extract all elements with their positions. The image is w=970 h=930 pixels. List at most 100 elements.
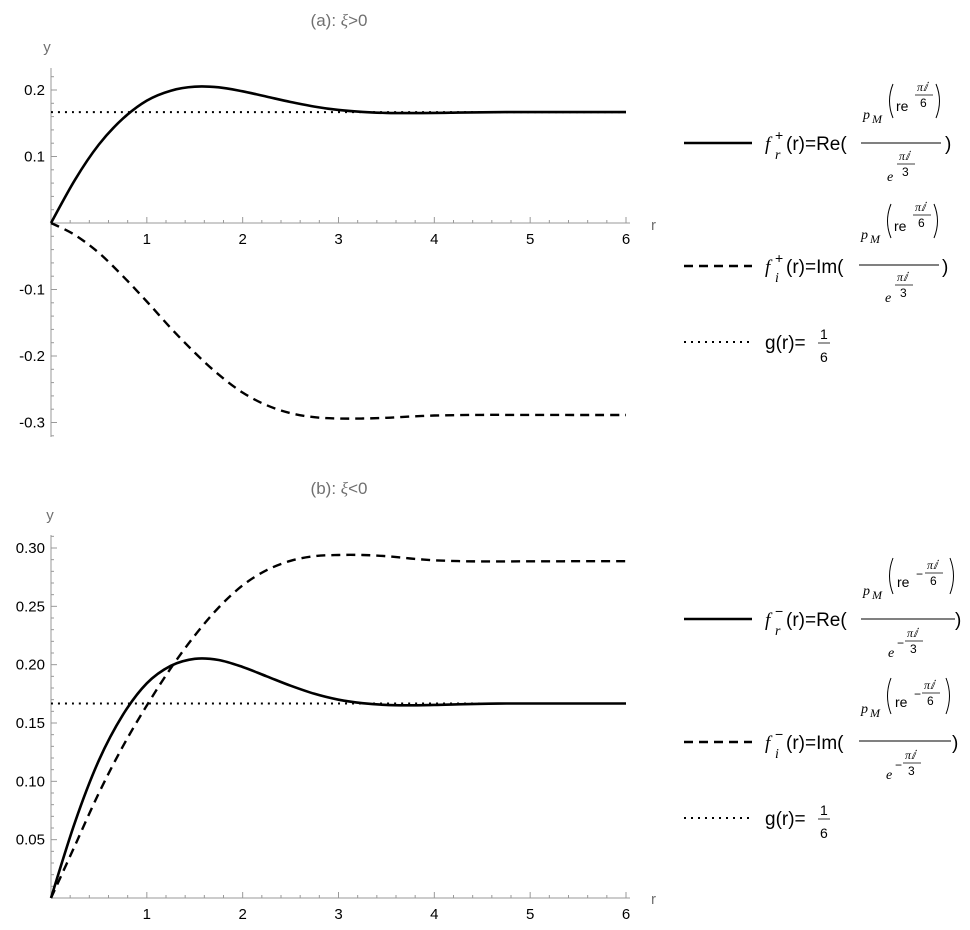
x-tick-label: 4	[430, 906, 438, 923]
legend-den-exp-sign: −	[895, 758, 902, 772]
legend-entry-g-b: g(r)= 1 6	[684, 802, 830, 841]
y-tick-label: 0.10	[16, 773, 45, 790]
y-tick-label: -0.1	[19, 282, 45, 299]
x-tick-label: 4	[430, 231, 438, 248]
y-tick-label: 0.25	[16, 598, 45, 615]
y-tick-label: -0.3	[19, 415, 45, 432]
x-tick-label: 1	[143, 906, 151, 923]
legend-num-re: re	[896, 98, 909, 114]
legend-num-exp-den: 6	[927, 694, 934, 708]
legend-num-exp-den: 6	[918, 216, 925, 230]
legend-den-exp-den: 3	[900, 286, 907, 300]
panel-b-series	[49, 553, 626, 899]
x-tick-label: 6	[622, 906, 630, 923]
legend-num-p-sub: M	[871, 112, 883, 126]
legend-num-p-sub: M	[869, 706, 881, 720]
legend-num-p: p	[862, 584, 870, 599]
legend-paren	[889, 557, 954, 595]
panel-a-series	[49, 85, 626, 420]
panel-a-y-axis-label: y	[43, 39, 51, 56]
legend-sup: −	[775, 603, 783, 619]
legend-g-num: 1	[820, 326, 828, 342]
legend-label-g: g(r)=	[765, 333, 806, 354]
legend-close: )	[952, 733, 958, 754]
legend-num-re: re	[895, 694, 908, 710]
legend-paren	[887, 203, 938, 239]
panel-b-ticks: 1 2 3 4 5 6 0.05 0.10 0.15 0.20 0.25 0.30	[16, 535, 630, 923]
legend-num-p: p	[862, 108, 870, 123]
legend-num-p: p	[860, 228, 868, 243]
x-tick-label: 5	[526, 906, 534, 923]
legend-num-exp-sign: −	[914, 687, 921, 701]
panel-a-axes	[50, 68, 630, 437]
legend-num-p: p	[860, 702, 868, 717]
panel-a-title: (a): ξ>0	[311, 11, 368, 30]
panel-b-axes	[50, 535, 630, 899]
x-tick-label: 3	[334, 906, 342, 923]
legend-sub: i	[775, 271, 779, 286]
legend-g-num: 1	[820, 802, 828, 818]
legend-close: )	[945, 134, 951, 155]
legend-entry-g-a: g(r)= 1 6	[684, 326, 830, 365]
legend-den-exp-pi: πⅈ	[905, 748, 918, 762]
legend-den-exp-pi: πⅈ	[899, 149, 912, 163]
legend-num-re: re	[897, 574, 910, 590]
panel-b: (b): ξ<0 y r 1 2 3 4 5 6 0.05 0.10 0.15 0.20 0.25 0…	[16, 479, 962, 923]
legend-lhs: (r)=Re(	[786, 610, 847, 631]
legend-entry-f-i-minus: f i − (r)=Im( p M re − πⅈ 6 e − πⅈ 3 )	[684, 677, 958, 783]
legend-den-exp-den: 3	[908, 764, 915, 778]
panel-a-x-axis-label: r	[651, 217, 656, 234]
legend-entry-f-i-plus: f i + (r)=Im( p M re πⅈ 6 e πⅈ 3 )	[684, 200, 948, 306]
legend-num-re: re	[894, 218, 907, 234]
legend-close: )	[942, 257, 948, 278]
legend-num-exp-pi: πⅈ	[917, 80, 930, 94]
legend-num-p-sub: M	[871, 588, 883, 602]
y-tick-label: 0.15	[16, 715, 45, 732]
panel-a: (a): ξ>0 y r 1 2 3 4 5 6 0.2 0.1 -0.1 -0.2 -0.3 f …	[19, 11, 951, 437]
y-tick-label: 0.30	[16, 540, 45, 557]
legend-lhs: (r)=Im(	[786, 733, 844, 754]
panel-b-legend: f r − (r)=Re( p M re − πⅈ 6 e − πⅈ 3 )	[684, 557, 961, 841]
legend-num-exp-den: 6	[930, 574, 937, 588]
legend-den-e: e	[886, 768, 892, 783]
series-line-f_i_plus	[50, 221, 626, 420]
legend-label-f-r-minus: f	[765, 610, 773, 631]
x-tick-label: 5	[526, 231, 534, 248]
legend-sup: +	[775, 250, 783, 266]
legend-den-exp-den: 3	[902, 165, 909, 179]
panel-b-x-axis-label: r	[651, 891, 656, 908]
series-line-f_r_minus	[49, 657, 626, 899]
y-tick-label: 0.20	[16, 657, 45, 674]
legend-sup: +	[775, 127, 783, 143]
legend-g-den: 6	[820, 349, 828, 365]
panel-a-ticks: 1 2 3 4 5 6 0.2 0.1 -0.1 -0.2 -0.3	[19, 76, 630, 437]
x-tick-label: 1	[143, 231, 151, 248]
legend-label-f-i-plus: f	[765, 257, 773, 278]
legend-num-p-sub: M	[869, 232, 881, 246]
legend-num-exp-pi: πⅈ	[927, 558, 940, 572]
legend-sub: i	[775, 747, 779, 762]
legend-sub: r	[775, 148, 781, 163]
x-tick-label: 2	[238, 906, 246, 923]
legend-entry-f-r-plus: f r + (r)=Re( p M re πⅈ 6 e πⅈ 3 )	[684, 80, 951, 185]
legend-den-exp-pi: πⅈ	[907, 626, 920, 640]
legend-den-e: e	[888, 646, 894, 661]
legend-den-e: e	[887, 170, 893, 185]
x-tick-label: 2	[238, 231, 246, 248]
legend-entry-f-r-minus: f r − (r)=Re( p M re − πⅈ 6 e − πⅈ 3 )	[684, 557, 961, 661]
legend-sub: r	[775, 624, 781, 639]
legend-label-f-i-minus: f	[765, 733, 773, 754]
y-tick-label: 0.05	[16, 832, 45, 849]
legend-label-f-r-plus: f	[765, 134, 773, 155]
y-tick-label: 0.1	[24, 149, 45, 166]
y-tick-label: 0.2	[24, 82, 45, 99]
series-line-f_r_plus	[49, 85, 626, 224]
legend-label-g: g(r)=	[765, 809, 806, 830]
legend-num-exp-pi: πⅈ	[915, 200, 928, 214]
y-tick-label: -0.2	[19, 348, 45, 365]
legend-den-exp-den: 3	[910, 642, 917, 656]
legend-den-exp-pi: πⅈ	[897, 270, 910, 284]
panel-a-legend: f r + (r)=Re( p M re πⅈ 6 e πⅈ 3 )	[684, 80, 951, 365]
x-tick-label: 6	[622, 231, 630, 248]
